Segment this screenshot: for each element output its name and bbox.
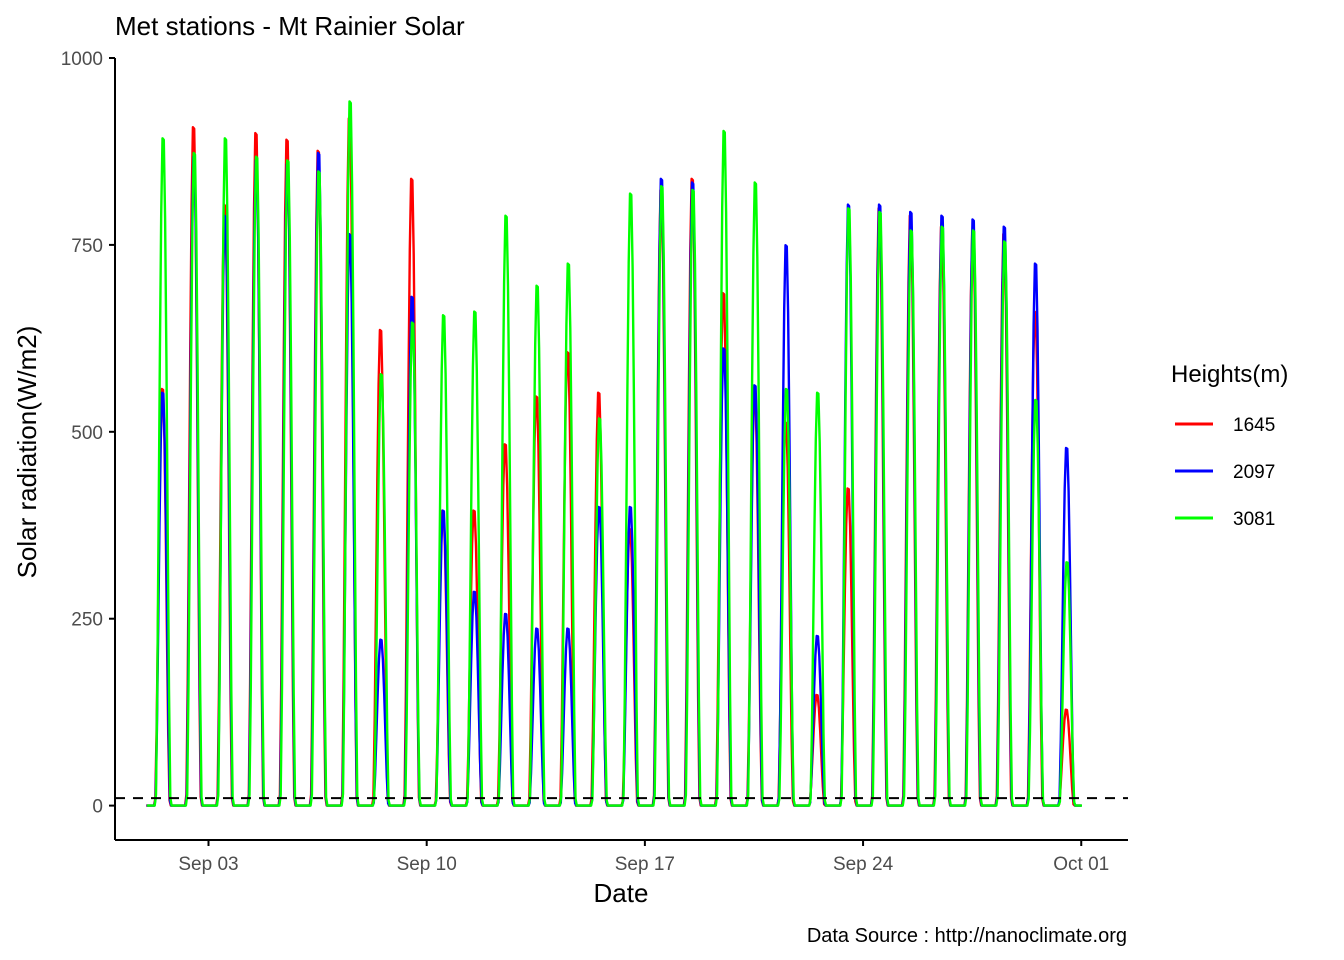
y-axis-label: Solar radiation(W/m2) <box>12 326 42 579</box>
series-line-3081 <box>146 100 1082 807</box>
y-tick-label: 1000 <box>61 49 103 70</box>
y-axis-ticks: 0 250 500 750 1000 <box>61 49 115 818</box>
x-tick-label: Sep 03 <box>178 854 238 875</box>
legend-label: 3081 <box>1233 509 1275 530</box>
y-tick-label: 500 <box>71 423 103 444</box>
series-lines <box>146 100 1082 807</box>
x-axis-ticks: Sep 03 Sep 10 Sep 17 Sep 24 Oct 01 <box>178 840 1109 875</box>
legend-label: 1645 <box>1233 415 1275 436</box>
legend-title: Heights(m) <box>1171 361 1288 388</box>
x-axis-label: Date <box>594 878 649 908</box>
y-tick-label: 0 <box>92 797 103 818</box>
legend: Heights(m) 1645 2097 3081 <box>1171 361 1288 530</box>
x-tick-label: Sep 24 <box>833 854 894 875</box>
data-source-caption: Data Source : http://nanoclimate.org <box>807 925 1127 947</box>
x-tick-label: Sep 17 <box>615 854 675 875</box>
y-tick-label: 750 <box>71 236 103 257</box>
x-tick-label: Sep 10 <box>397 854 457 875</box>
chart-title: Met stations - Mt Rainier Solar <box>115 11 465 41</box>
legend-label: 2097 <box>1233 462 1275 483</box>
y-tick-label: 250 <box>71 610 103 631</box>
x-tick-label: Oct 01 <box>1053 854 1109 875</box>
